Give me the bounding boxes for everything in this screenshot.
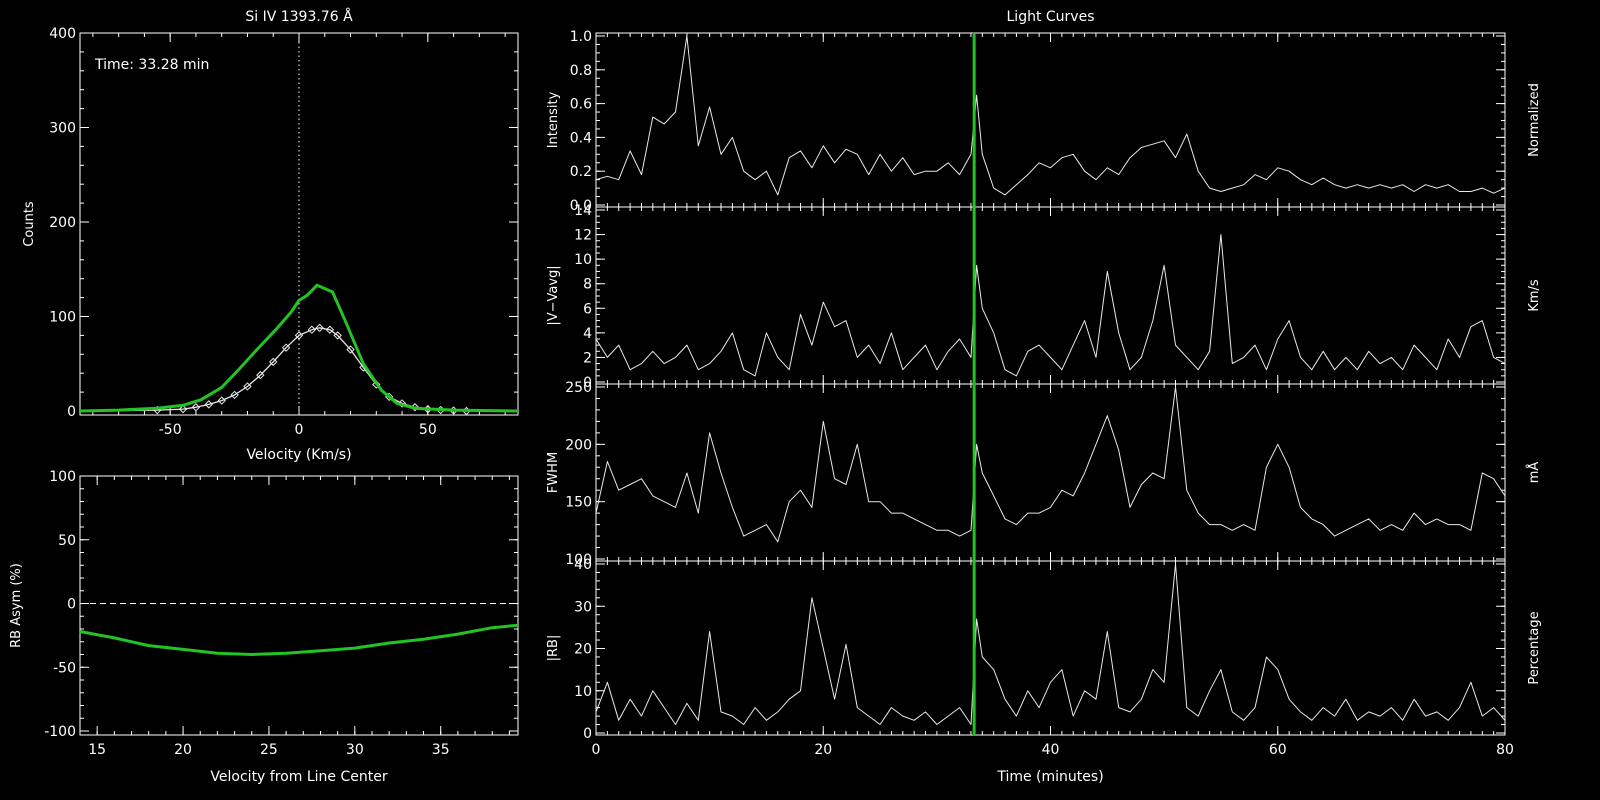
light-curve-panel-frame: [595, 383, 1506, 562]
y-tick-label: 12: [574, 228, 592, 244]
light-curves-x-label: Time (minutes): [996, 769, 1103, 785]
asymmetry-y-label: RB Asym (%): [9, 563, 24, 648]
y-tick-label: 0: [583, 726, 592, 742]
x-tick-label: 15: [88, 742, 106, 758]
asymmetry-axes-frame: [79, 475, 519, 736]
light-curve-plot-area: [596, 35, 1505, 196]
y-tick-label: 0: [67, 597, 76, 613]
y-tick-label: 8: [583, 277, 592, 293]
x-tick-label: 25: [260, 742, 278, 758]
fit-diamond-marker: [281, 343, 291, 352]
spectrum-y-label: Counts: [22, 201, 37, 247]
light-curve-right-label: Percentage: [1527, 611, 1542, 684]
light-curve-right-label: Km/s: [1527, 279, 1542, 312]
fit-diamond-marker: [204, 400, 214, 409]
spectrum-title: Si IV 1393.76 Å: [245, 8, 353, 25]
y-tick-label: 6: [583, 301, 592, 317]
y-tick-label: 0: [67, 404, 76, 420]
fit-diamond-marker: [230, 390, 239, 400]
y-tick-label: 100: [49, 469, 76, 485]
light-curve-y-label: |V−Vavg|: [546, 265, 561, 325]
y-tick-label: 200: [49, 215, 76, 231]
light-curve-line: [596, 386, 1505, 543]
fit-diamond-marker: [178, 404, 188, 414]
fit-diamond-marker: [217, 396, 226, 405]
x-tick-label: 80: [1496, 742, 1514, 758]
fit-diamond-marker: [346, 345, 355, 354]
x-tick-label: 20: [174, 742, 192, 758]
light-curve-right-label: Normalized: [1527, 83, 1542, 157]
y-tick-label: 0.2: [570, 164, 592, 180]
y-tick-label: 300: [49, 121, 76, 137]
y-tick-label: 40: [574, 557, 592, 573]
fit-diamond-marker: [307, 325, 317, 334]
fit-diamond-marker: [294, 331, 304, 340]
spectrum-x-label: Velocity (Km/s): [246, 447, 351, 463]
fit-diamond-marker: [372, 380, 381, 389]
light-curve-plot-area: [596, 234, 1505, 377]
y-tick-label: 0.0: [570, 198, 592, 214]
y-tick-label: 10: [574, 684, 592, 700]
light-curve-line: [596, 563, 1505, 725]
y-tick-label: 50: [58, 533, 76, 549]
fit-diamond-marker: [191, 403, 201, 412]
x-tick-label: -50: [159, 422, 182, 438]
y-tick-label: 10: [574, 252, 592, 268]
x-tick-label: 20: [814, 742, 832, 758]
y-tick-label: 0.4: [570, 130, 592, 146]
light-curve-y-label: Intensity: [546, 91, 561, 148]
y-tick-label: 2: [583, 350, 592, 366]
fit-diamond-marker: [256, 370, 265, 380]
time-annotation: Time: 33.28 min: [94, 57, 209, 73]
y-tick-label: 20: [574, 642, 592, 658]
fit-diamond-marker: [397, 399, 407, 408]
y-tick-label: -100: [44, 724, 76, 740]
y-tick-label: 150: [565, 495, 592, 511]
x-tick-label: 50: [419, 422, 437, 438]
y-tick-label: 1.0: [570, 29, 592, 45]
light-curve-plot-area: [596, 386, 1505, 543]
light-curve-line: [596, 234, 1505, 377]
light-curve-y-label: FWHM: [546, 452, 561, 493]
fit-diamond-marker: [269, 357, 278, 367]
y-tick-label: 200: [565, 437, 592, 453]
y-tick-label: 400: [49, 26, 76, 42]
light-curve-plot-area: [596, 563, 1505, 725]
rb-asymmetry-line: [79, 623, 519, 657]
y-tick-label: 0: [583, 375, 592, 391]
x-tick-label: 0: [295, 422, 304, 438]
y-tick-label: 4: [583, 326, 592, 342]
fit-diamond-marker: [315, 323, 324, 333]
light-curve-line: [596, 35, 1505, 196]
fit-diamond-marker: [325, 325, 335, 334]
light-curve-right-label: mÅ: [1526, 462, 1542, 484]
observed-profile-line: [80, 283, 518, 413]
asymmetry-x-label: Velocity from Line Center: [210, 769, 387, 785]
y-tick-label: -50: [53, 660, 76, 676]
spectrum-plot-area: [80, 283, 518, 415]
x-tick-label: 0: [592, 742, 601, 758]
light-curve-y-label: |RB|: [546, 635, 561, 662]
light-curves-title: Light Curves: [1007, 9, 1095, 25]
x-tick-label: 30: [346, 742, 364, 758]
y-tick-label: 14: [574, 203, 592, 219]
y-tick-label: 0.6: [570, 97, 592, 113]
y-tick-label: 0.8: [570, 63, 592, 79]
light-curve-panel-frame: [595, 32, 1506, 208]
y-tick-label: 250: [565, 380, 592, 396]
y-tick-label: 100: [565, 552, 592, 568]
x-tick-label: 60: [1269, 742, 1287, 758]
y-tick-label: 30: [574, 599, 592, 615]
fit-diamond-marker: [243, 382, 252, 391]
x-tick-label: 35: [432, 742, 450, 758]
y-tick-label: 100: [49, 310, 76, 326]
x-tick-label: 40: [1042, 742, 1060, 758]
fit-diamond-marker: [333, 331, 342, 340]
light-curve-panel-frame: [595, 560, 1506, 736]
